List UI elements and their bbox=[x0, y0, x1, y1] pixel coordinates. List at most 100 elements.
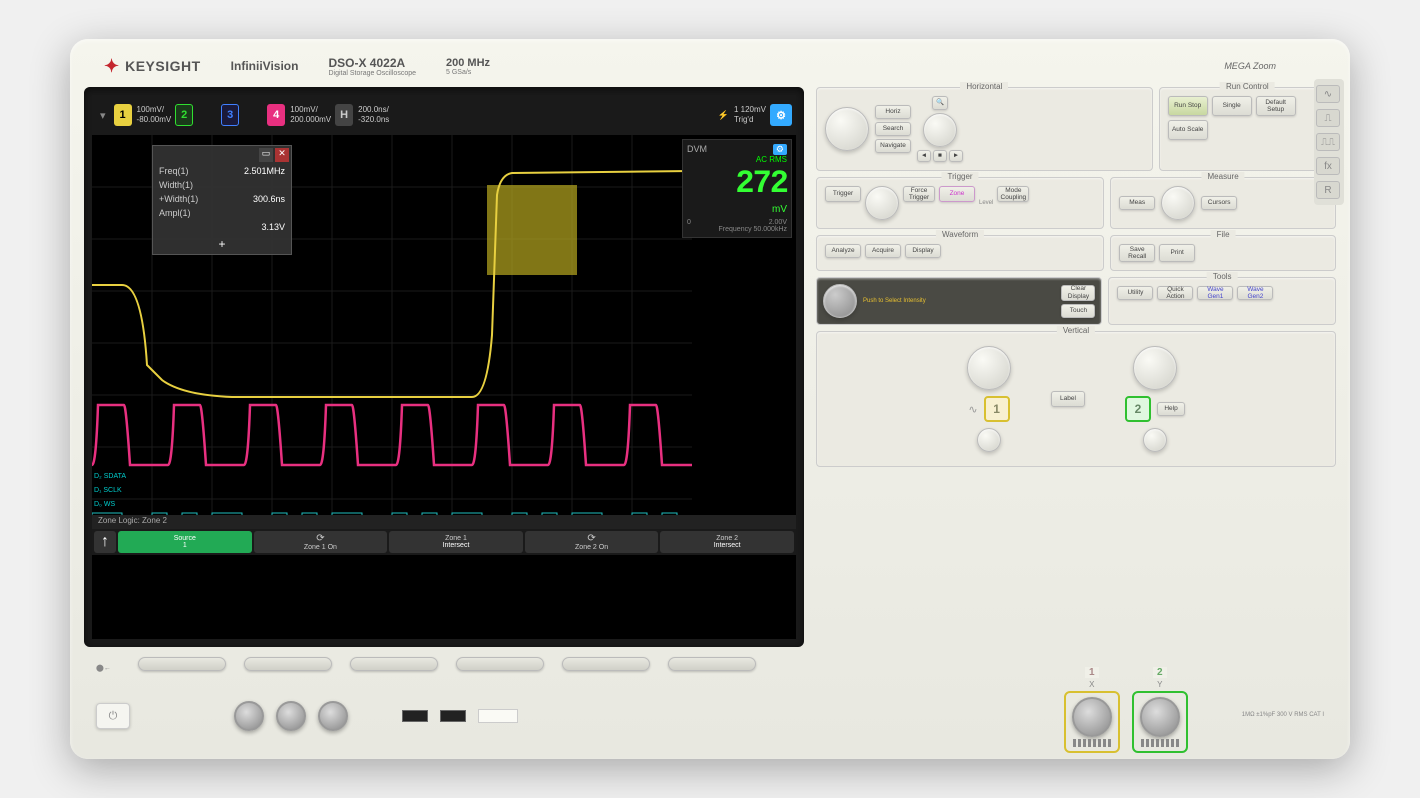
mode-ref-icon[interactable]: R bbox=[1316, 181, 1340, 199]
trigger-section: Trigger Trigger Force Trigger Zone Level… bbox=[816, 177, 1104, 229]
intensity-section: Push to Select Intensity Clear Display T… bbox=[816, 277, 1102, 325]
trigger-icon: ⚡ bbox=[718, 110, 729, 121]
horiz-button[interactable]: Horiz bbox=[875, 105, 911, 119]
mode-edge-icon[interactable]: ⎍ bbox=[1316, 109, 1340, 127]
measure-knob[interactable] bbox=[1161, 186, 1195, 220]
save-recall-button[interactable]: Save Recall bbox=[1119, 244, 1155, 262]
aux-bnc-1[interactable] bbox=[234, 701, 264, 731]
measurements-popup[interactable]: ▭ ✕ Freq(1)2.501MHzWidth(1)+Width(1)300.… bbox=[152, 145, 292, 255]
cursors-button[interactable]: Cursors bbox=[1201, 196, 1237, 210]
dvm-value: 272 bbox=[687, 168, 787, 200]
run-stop-button[interactable]: Run Stop bbox=[1168, 96, 1208, 116]
softkey-source[interactable]: Source1 bbox=[118, 531, 252, 553]
trigger-level-knob[interactable] bbox=[865, 186, 899, 220]
waveform-display[interactable]: DVM ⚙ AC RMS 272 mV 02.00V Frequency 50.… bbox=[92, 135, 796, 555]
aux-bnc-2[interactable] bbox=[276, 701, 306, 731]
softkey-zone-1-on[interactable]: ⟳Zone 1 On bbox=[254, 531, 388, 553]
horizontal-scale-knob[interactable] bbox=[825, 107, 869, 151]
meas-minimize-icon[interactable]: ▭ bbox=[259, 148, 273, 162]
timebase-status[interactable]: H 200.0ns/ -320.0ns bbox=[335, 104, 389, 126]
screen[interactable]: ▾ 1 100mV/ -80.00mV 2 3 4 bbox=[92, 95, 796, 639]
autoscale-button[interactable]: Auto Scale bbox=[1168, 120, 1208, 140]
nav-back-button[interactable]: ◄ bbox=[917, 150, 931, 162]
ch2-bnc[interactable] bbox=[1140, 697, 1180, 737]
analyze-button[interactable]: Analyze bbox=[825, 244, 861, 258]
nav-stop-button[interactable]: ■ bbox=[933, 150, 947, 162]
dvm-settings-icon[interactable]: ⚙ bbox=[773, 144, 787, 155]
trigger-status[interactable]: ⚡ 1 120mV Trig'd bbox=[718, 105, 766, 124]
ch2-scale-knob[interactable] bbox=[1133, 346, 1177, 390]
meas-button[interactable]: Meas bbox=[1119, 196, 1155, 210]
acquire-button[interactable]: Acquire bbox=[865, 244, 901, 258]
usb-port-2[interactable] bbox=[440, 710, 466, 722]
zone-button[interactable]: Zone bbox=[939, 186, 975, 202]
sd-slot[interactable] bbox=[478, 709, 518, 723]
ch3-badge[interactable]: 3 bbox=[221, 104, 239, 126]
force-trigger-button[interactable]: Force Trigger bbox=[903, 186, 935, 202]
ch1-position-knob[interactable] bbox=[977, 428, 1001, 452]
ch1-probe-comp bbox=[1073, 739, 1111, 747]
ch1-status[interactable]: 1 100mV/ -80.00mV bbox=[114, 104, 172, 126]
label-button[interactable]: Label bbox=[1051, 391, 1085, 407]
aux-bnc-3[interactable] bbox=[318, 701, 348, 731]
hw-softkey-4[interactable] bbox=[456, 657, 544, 671]
print-button[interactable]: Print bbox=[1159, 244, 1195, 262]
nav-fwd-button[interactable]: ► bbox=[949, 150, 963, 162]
mode-math-icon[interactable]: fx bbox=[1316, 157, 1340, 175]
hw-softkey-5[interactable] bbox=[562, 657, 650, 671]
softkey-zone-1[interactable]: Zone 1Intersect bbox=[389, 531, 523, 553]
ch1-values: 100mV/ -80.00mV bbox=[137, 105, 172, 124]
hw-softkey-3[interactable] bbox=[350, 657, 438, 671]
ch1-bnc[interactable] bbox=[1072, 697, 1112, 737]
control-panel: Horizontal Horiz Search Navigate 🔍 ◄ ■ bbox=[816, 87, 1336, 647]
mode-strip: ∿ ⎍ ⎍⎍ fx R bbox=[1314, 79, 1344, 205]
ch1-scale-knob[interactable] bbox=[967, 346, 1011, 390]
horizontal-position-knob[interactable] bbox=[923, 113, 957, 147]
hw-softkey-1[interactable] bbox=[138, 657, 226, 671]
branding-bar: ✦ KEYSIGHT InfiniiVision DSO-X 4022A Dig… bbox=[84, 53, 1336, 87]
single-button[interactable]: Single bbox=[1212, 96, 1252, 116]
dvm-panel[interactable]: DVM ⚙ AC RMS 272 mV 02.00V Frequency 50.… bbox=[682, 139, 792, 238]
zone-logic-bar: Zone Logic: Zone 2 bbox=[92, 515, 796, 529]
softkey-zone-2-on[interactable]: ⟳Zone 2 On bbox=[525, 531, 659, 553]
logo: ✦ KEYSIGHT bbox=[104, 56, 201, 77]
hw-softkey-2[interactable] bbox=[244, 657, 332, 671]
intensity-knob[interactable] bbox=[823, 284, 857, 318]
navigate-button[interactable]: Navigate bbox=[875, 139, 911, 153]
meas-close-icon[interactable]: ✕ bbox=[275, 148, 289, 162]
menu-icon[interactable]: ▾ bbox=[96, 109, 110, 122]
measure-section: Measure Meas Cursors bbox=[1110, 177, 1336, 229]
dvm-frequency: Frequency 50.000kHz bbox=[687, 226, 787, 233]
ch4-status[interactable]: 4 100mV/ 200.000mV bbox=[267, 104, 331, 126]
trigger-button[interactable]: Trigger bbox=[825, 186, 861, 202]
search-button[interactable]: Search bbox=[875, 122, 911, 136]
mode-sine-icon[interactable]: ∿ bbox=[1316, 85, 1340, 103]
softkey-zone-2[interactable]: Zone 2Intersect bbox=[660, 531, 794, 553]
settings-icon[interactable]: ⚙ bbox=[770, 104, 792, 126]
timebase-values: 200.0ns/ -320.0ns bbox=[358, 105, 389, 124]
ch1-select-button[interactable]: 1 bbox=[984, 396, 1010, 422]
mode-pulse-icon[interactable]: ⎍⎍ bbox=[1316, 133, 1340, 151]
ch2-badge[interactable]: 2 bbox=[175, 104, 193, 126]
quick-action-button[interactable]: Quick Action bbox=[1157, 286, 1193, 300]
default-setup-button[interactable]: Default Setup bbox=[1256, 96, 1296, 116]
meas-add-button[interactable]: + bbox=[153, 234, 291, 254]
ch2-select-button[interactable]: 2 bbox=[1125, 396, 1151, 422]
zoom-button[interactable]: 🔍 bbox=[932, 96, 948, 110]
usb-port-1[interactable] bbox=[402, 710, 428, 722]
model-number: DSO-X 4022A bbox=[328, 56, 416, 70]
power-button[interactable]: ⏻ bbox=[96, 703, 130, 729]
clear-display-button[interactable]: Clear Display bbox=[1061, 285, 1095, 301]
wavegen2-button[interactable]: Wave Gen2 bbox=[1237, 286, 1273, 300]
wavegen1-button[interactable]: Wave Gen1 bbox=[1197, 286, 1233, 300]
help-button[interactable]: Help bbox=[1157, 402, 1185, 416]
softkey-back[interactable]: ↑ bbox=[94, 531, 116, 553]
waveform-section: Waveform Analyze Acquire Display bbox=[816, 235, 1104, 271]
dvm-mode: AC RMS bbox=[687, 155, 787, 164]
utility-button[interactable]: Utility bbox=[1117, 286, 1153, 300]
display-button[interactable]: Display bbox=[905, 244, 941, 258]
mode-coupling-button[interactable]: Mode Coupling bbox=[997, 186, 1029, 202]
touch-button[interactable]: Touch bbox=[1061, 304, 1095, 318]
ch2-position-knob[interactable] bbox=[1143, 428, 1167, 452]
hw-softkey-6[interactable] bbox=[668, 657, 756, 671]
